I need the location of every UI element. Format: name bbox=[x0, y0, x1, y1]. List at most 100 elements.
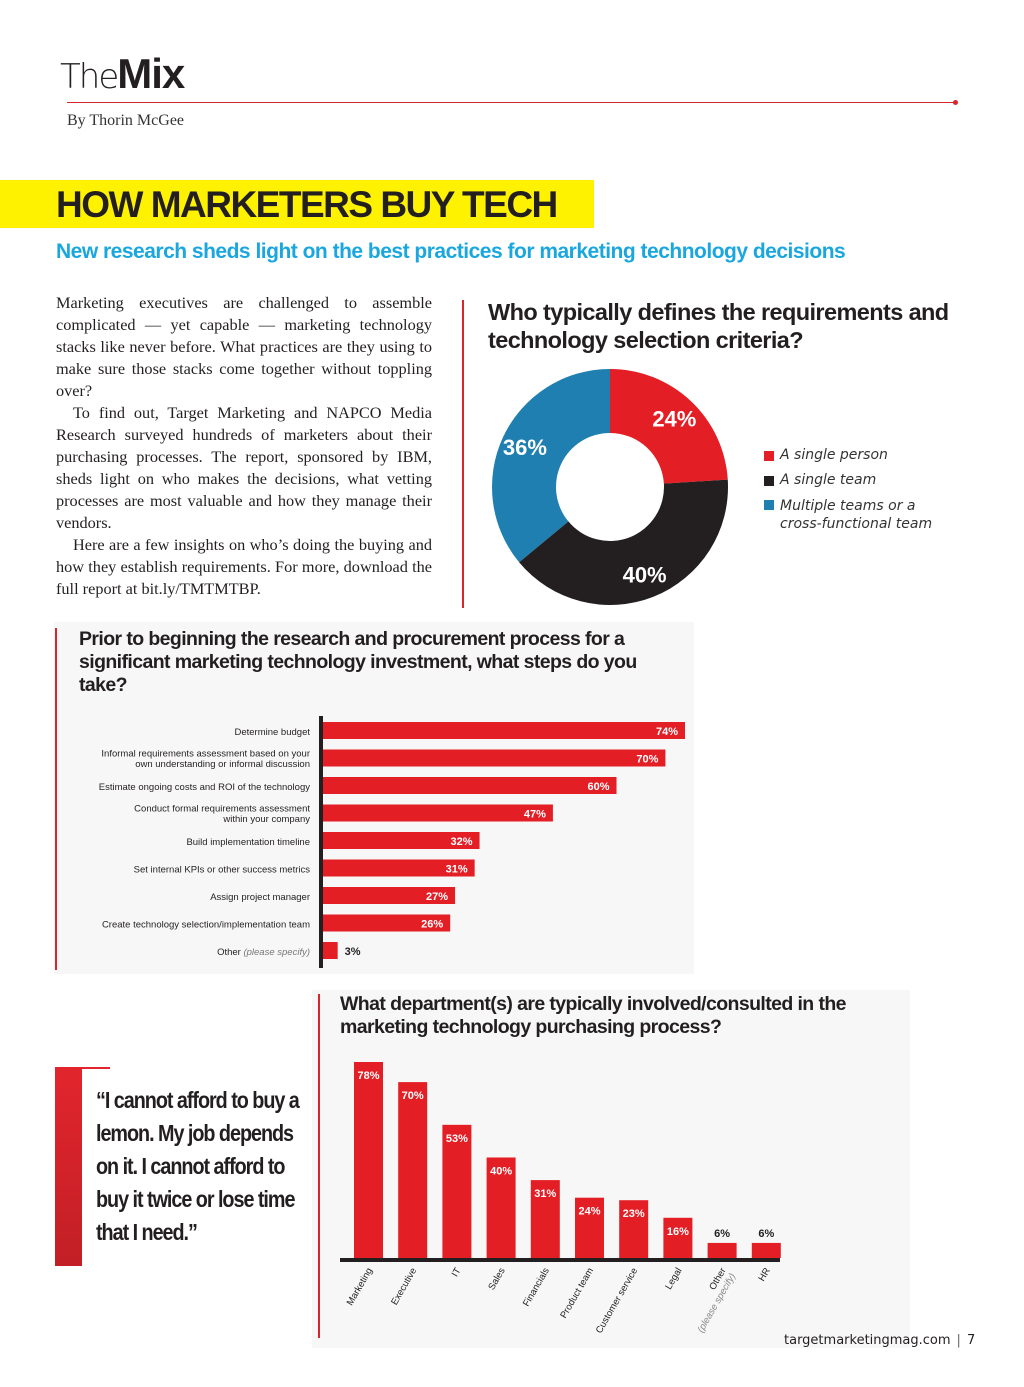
departments-chart-rule bbox=[318, 994, 320, 1338]
bar bbox=[323, 914, 451, 932]
y-axis-line bbox=[319, 716, 323, 968]
legend-label: A single team bbox=[780, 472, 877, 488]
bar bbox=[323, 942, 338, 959]
data-label: 6% bbox=[758, 1228, 774, 1240]
bar bbox=[323, 804, 553, 822]
data-label: 27% bbox=[426, 891, 448, 903]
footer: targetmarketingmag.com | 7 bbox=[784, 1333, 975, 1348]
category-label: Informal requirements assessment based o… bbox=[101, 749, 310, 760]
bar bbox=[323, 749, 666, 767]
category-label: Conduct formal requirements assessment bbox=[134, 804, 310, 815]
bar bbox=[663, 1217, 693, 1258]
header-rule bbox=[67, 102, 955, 103]
donut-chart-rule bbox=[462, 300, 464, 608]
bar bbox=[398, 1082, 428, 1258]
category-label: Set internal KPIs or other success metri… bbox=[134, 865, 311, 876]
bar bbox=[575, 1197, 604, 1258]
legend-item: A single team bbox=[764, 468, 960, 493]
headline-highlight bbox=[0, 180, 594, 228]
bar bbox=[442, 1124, 472, 1258]
category-label: own understanding or informal discussion bbox=[135, 759, 310, 770]
bar bbox=[323, 722, 685, 739]
category-label: Marketing bbox=[345, 1266, 375, 1308]
data-label: 47% bbox=[524, 809, 546, 821]
data-label: 6% bbox=[714, 1228, 730, 1240]
category-label-line: IT bbox=[450, 1266, 464, 1279]
category-label-line: Executive bbox=[389, 1266, 419, 1307]
x-axis-line bbox=[340, 1258, 780, 1262]
category-label: Product team bbox=[558, 1266, 596, 1321]
header-rule-dot bbox=[953, 100, 958, 105]
section-title: TheMix bbox=[60, 50, 185, 101]
paragraph: To find out, Target Marketing and NAPCO … bbox=[56, 403, 432, 532]
data-label: 16% bbox=[667, 1226, 689, 1238]
category-label-line: Financials bbox=[521, 1266, 552, 1309]
legend-label: Multiple teams or a cross-functional tea… bbox=[780, 498, 933, 532]
data-label: 60% bbox=[587, 781, 609, 793]
departments-bar-chart: 78% Marketing 70% Executive 53% IT 40% Sales 31%… bbox=[340, 1062, 781, 1336]
headline: HOW MARKETERS BUY TECH bbox=[56, 184, 558, 225]
donut-chart: 24% 40% 36% bbox=[492, 369, 728, 605]
legend-swatch-blue bbox=[764, 500, 774, 510]
data-label: 53% bbox=[446, 1133, 468, 1145]
steps-chart-rule bbox=[55, 628, 57, 970]
category-label-line: Legal bbox=[663, 1266, 684, 1292]
byline: By Thorin McGee bbox=[67, 112, 185, 129]
donut-slice bbox=[492, 369, 610, 563]
category-label: within your company bbox=[222, 814, 310, 825]
section-title-bold: Mix bbox=[117, 50, 185, 97]
bar bbox=[530, 1180, 560, 1258]
category-label: HR bbox=[757, 1266, 773, 1284]
bar bbox=[354, 1062, 383, 1258]
departments-chart-title: What department(s) are typically involve… bbox=[340, 993, 846, 1038]
article-body: Marketing executives are challenged to a… bbox=[56, 292, 432, 600]
legend-swatch-red bbox=[764, 451, 774, 461]
section-title-light: The bbox=[60, 57, 119, 97]
pull-quote: “I cannot afford to buy a lemon. My job … bbox=[96, 1087, 300, 1245]
bar bbox=[751, 1242, 781, 1258]
steps-chart-title: Prior to beginning the research and proc… bbox=[79, 628, 637, 696]
legend-item: Multiple teams or a cross-functional tea… bbox=[764, 493, 960, 533]
category-label: Other(please specify) bbox=[695, 1266, 738, 1335]
legend-label: A single person bbox=[780, 447, 888, 463]
donut-data-label: 40% bbox=[623, 562, 667, 587]
donut-slice bbox=[519, 479, 728, 605]
data-label: 3% bbox=[345, 946, 361, 958]
paragraph: Here are a few insights on who’s doing t… bbox=[56, 535, 432, 598]
paragraph: Marketing executives are challenged to a… bbox=[56, 293, 432, 400]
donut-slice bbox=[610, 369, 728, 484]
data-label: 40% bbox=[490, 1165, 512, 1177]
category-label: IT bbox=[450, 1266, 464, 1279]
category-label: Financials bbox=[521, 1266, 552, 1309]
bar bbox=[323, 777, 617, 794]
footer-site[interactable]: targetmarketingmag.com bbox=[784, 1333, 951, 1348]
data-label: 31% bbox=[446, 864, 468, 876]
category-label: Create technology selection/implementati… bbox=[102, 920, 310, 931]
data-label: 70% bbox=[402, 1090, 424, 1102]
category-label: Executive bbox=[389, 1266, 419, 1307]
category-label-line: Marketing bbox=[345, 1266, 375, 1308]
category-label: Build implementation timeline bbox=[186, 837, 310, 848]
quote-bar bbox=[55, 1068, 82, 1266]
category-label-line: Customer service bbox=[594, 1266, 640, 1336]
category-label-line: Product team bbox=[558, 1266, 596, 1321]
category-label: Estimate ongoing costs and ROI of the te… bbox=[99, 782, 310, 793]
donut-data-label: 36% bbox=[503, 435, 547, 460]
data-label: 70% bbox=[636, 754, 658, 766]
category-label-line: Sales bbox=[486, 1266, 508, 1292]
donut-chart-title: Who typically defines the requirements a… bbox=[488, 299, 949, 353]
bar bbox=[323, 832, 480, 849]
bar bbox=[323, 887, 456, 904]
data-label: 74% bbox=[656, 726, 678, 738]
quote-top-rule bbox=[55, 1067, 110, 1069]
category-label: Customer service bbox=[594, 1266, 640, 1336]
bar bbox=[707, 1242, 737, 1258]
steps-bar-chart: Determine budget 74% Informal requirements… bbox=[99, 716, 685, 968]
data-label: 23% bbox=[623, 1208, 645, 1220]
category-label: Legal bbox=[663, 1266, 684, 1292]
data-label: 32% bbox=[451, 836, 473, 848]
data-label: 24% bbox=[578, 1206, 600, 1218]
data-label: 26% bbox=[421, 919, 443, 931]
bar bbox=[619, 1200, 649, 1258]
category-label: Other (please specify) bbox=[217, 947, 310, 958]
